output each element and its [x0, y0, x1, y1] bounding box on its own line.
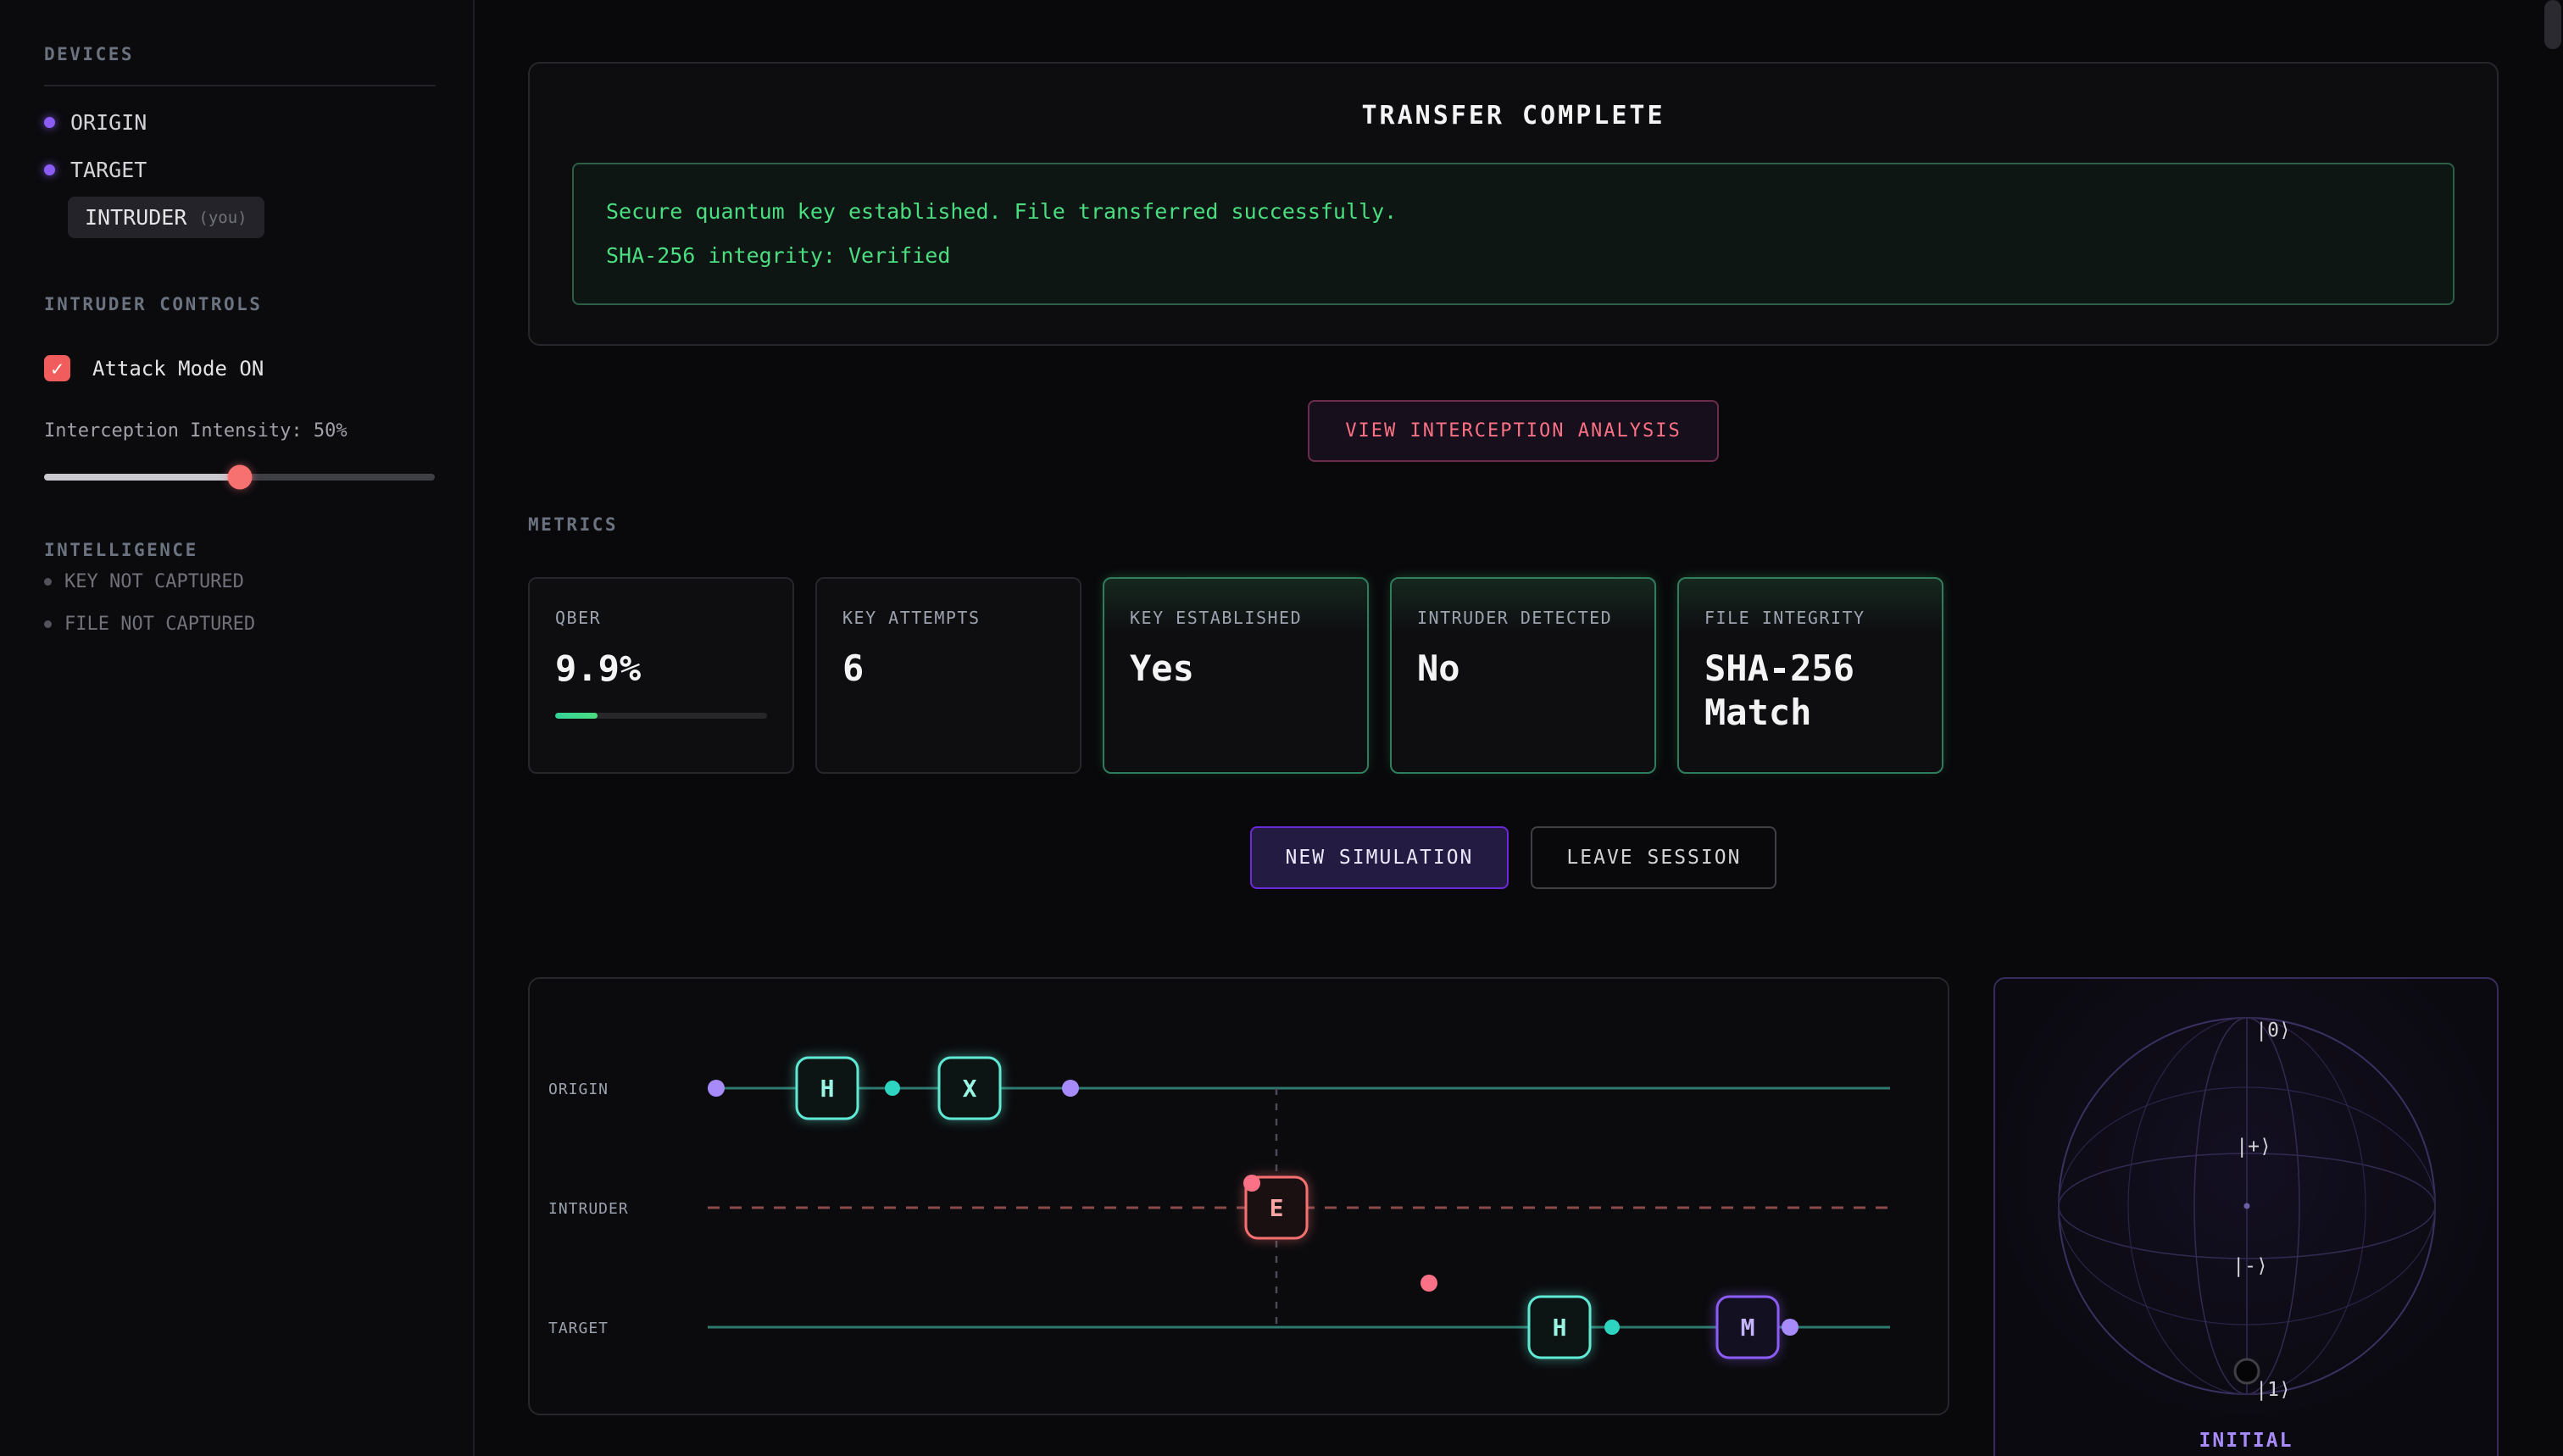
metric-label: INTRUDER DETECTED [1417, 608, 1613, 628]
interception-intensity-slider[interactable] [44, 464, 435, 490]
bloch-sphere-panel: |0⟩ |+⟩ |-⟩ |1⟩ INITIAL |0⟩ / |1⟩ [1993, 977, 2499, 1456]
intelligence-heading: INTELLIGENCE [44, 540, 198, 560]
check-icon: ✓ [51, 356, 64, 381]
sidebar-item-target[interactable]: TARGET [44, 146, 436, 193]
intruder-device-label: INTRUDER [85, 205, 187, 230]
intel-item-file: FILE NOT CAPTURED [44, 603, 436, 645]
slider-fill [44, 474, 240, 481]
metric-label: QBER [555, 608, 602, 628]
sidebar-item-origin[interactable]: ORIGIN [44, 98, 436, 146]
metric-value: Yes [1130, 647, 1194, 689]
sidebar-item-intruder[interactable]: INTRUDER (you) [68, 197, 264, 238]
photon-dot-teal [885, 1081, 900, 1096]
metrics-cards-row: QBER 9.9% KEY ATTEMPTS 6 KEY ESTABLISHED… [528, 577, 2499, 774]
photon-dot-purple [708, 1080, 725, 1097]
qber-progress-track [555, 713, 767, 719]
success-message-box: Secure quantum key established. File tra… [572, 163, 2455, 305]
devices-heading: DEVICES [44, 44, 135, 64]
photon-dot-red [1420, 1275, 1437, 1292]
bloch-sphere-diagram: |0⟩ |+⟩ |-⟩ |1⟩ INITIAL |0⟩ / |1⟩ [2058, 1017, 2436, 1452]
gate-h-target [1527, 1295, 1592, 1359]
quantum-circuit-panel: ORIGIN INTRUDER TARGET H X E H M [528, 977, 1949, 1415]
gate-h-origin-label: H [820, 1075, 835, 1103]
gate-x-origin-label: X [963, 1075, 977, 1103]
leave-session-button[interactable]: LEAVE SESSION [1531, 826, 1777, 889]
main-content: TRANSFER COMPLETE Secure quantum key est… [475, 0, 2563, 1456]
photon-dot-purple [1062, 1080, 1079, 1097]
metric-card-key-established: KEY ESTABLISHED Yes [1103, 577, 1369, 774]
metric-card-intruder-detected: INTRUDER DETECTED No [1390, 577, 1656, 774]
photon-dot-red [1243, 1175, 1260, 1192]
photon-dot-purple [1782, 1319, 1799, 1336]
intel-item-key: KEY NOT CAPTURED [44, 560, 436, 603]
metric-value: 6 [842, 647, 865, 689]
transfer-complete-panel: TRANSFER COMPLETE Secure quantum key est… [528, 62, 2499, 346]
metrics-heading: METRICS [528, 514, 619, 535]
attack-mode-toggle[interactable]: ✓ Attack Mode ON [44, 355, 436, 381]
metric-label: KEY ESTABLISHED [1130, 608, 1303, 628]
bloch-label-plus: |+⟩ [2236, 1136, 2271, 1158]
target-status-dot-icon [44, 164, 55, 175]
attack-mode-checkbox[interactable]: ✓ [44, 355, 70, 381]
metric-label: KEY ATTEMPTS [842, 608, 981, 628]
success-line-1: Secure quantum key established. File tra… [606, 199, 1398, 224]
circuit-row-label-origin: ORIGIN [548, 1081, 609, 1098]
transfer-title: TRANSFER COMPLETE [1361, 101, 1665, 131]
bloch-state-marker [2233, 1358, 2260, 1385]
view-interception-analysis-button[interactable]: VIEW INTERCEPTION ANALYSIS [1308, 400, 1719, 462]
analysis-button-row: VIEW INTERCEPTION ANALYSIS [528, 400, 2499, 462]
circuit-row-label-target: TARGET [548, 1320, 609, 1337]
metric-value: SHA-256 Match [1704, 647, 1855, 733]
target-device-label: TARGET [70, 157, 147, 182]
intruder-you-suffix: (you) [198, 208, 247, 227]
gate-x-origin [937, 1056, 1002, 1120]
bloch-label-zero: |0⟩ [2255, 1020, 2291, 1042]
metric-card-qber: QBER 9.9% [528, 577, 794, 774]
qber-progress-fill [555, 713, 598, 719]
bloch-label-minus: |-⟩ [2232, 1255, 2268, 1277]
sidebar: DEVICES ORIGIN TARGET INTRUDER (you) INT… [0, 0, 475, 1456]
bloch-label-one: |1⟩ [2255, 1379, 2291, 1401]
slider-thumb[interactable] [227, 464, 252, 490]
metric-value: 9.9% [555, 647, 642, 689]
gate-h-origin [795, 1056, 859, 1120]
gate-e-intruder [1244, 1175, 1309, 1240]
circuit-row-label-intruder: INTRUDER [548, 1200, 629, 1218]
status-dot-icon [44, 577, 52, 586]
visualization-row: ORIGIN INTRUDER TARGET H X E H M [528, 977, 2499, 1456]
metric-value: No [1417, 647, 1460, 689]
new-simulation-button[interactable]: NEW SIMULATION [1249, 826, 1509, 889]
gate-e-intruder-label: E [1270, 1194, 1284, 1222]
bloch-center-dot [2243, 1203, 2250, 1209]
intel-key-label: KEY NOT CAPTURED [64, 570, 244, 592]
intruder-controls-heading: INTRUDER CONTROLS [44, 294, 263, 314]
metric-card-file-integrity: FILE INTEGRITY SHA-256 Match [1677, 577, 1943, 774]
metric-label: FILE INTEGRITY [1704, 608, 1865, 628]
success-line-2: SHA-256 integrity: Verified [606, 243, 951, 268]
origin-status-dot-icon [44, 116, 55, 128]
gate-h-target-label: H [1553, 1314, 1567, 1342]
scrollbar-thumb[interactable] [2544, 0, 2561, 49]
sidebar-divider [44, 85, 436, 86]
metric-card-key-attempts: KEY ATTEMPTS 6 [815, 577, 1081, 774]
quantum-circuit-diagram: ORIGIN INTRUDER TARGET H X E H M [548, 1056, 1890, 1359]
simulation-button-row: NEW SIMULATION LEAVE SESSION [528, 826, 2499, 889]
attack-mode-label: Attack Mode ON [92, 356, 264, 381]
gate-m-target-label: M [1741, 1314, 1755, 1342]
photon-dot-teal [1604, 1320, 1620, 1335]
bloch-caption: INITIAL [2199, 1430, 2293, 1452]
status-dot-icon [44, 620, 52, 628]
interception-intensity-label: Interception Intensity: 50% [44, 420, 347, 442]
intel-file-label: FILE NOT CAPTURED [64, 613, 256, 635]
origin-device-label: ORIGIN [70, 109, 147, 135]
gate-m-target [1715, 1295, 1780, 1359]
